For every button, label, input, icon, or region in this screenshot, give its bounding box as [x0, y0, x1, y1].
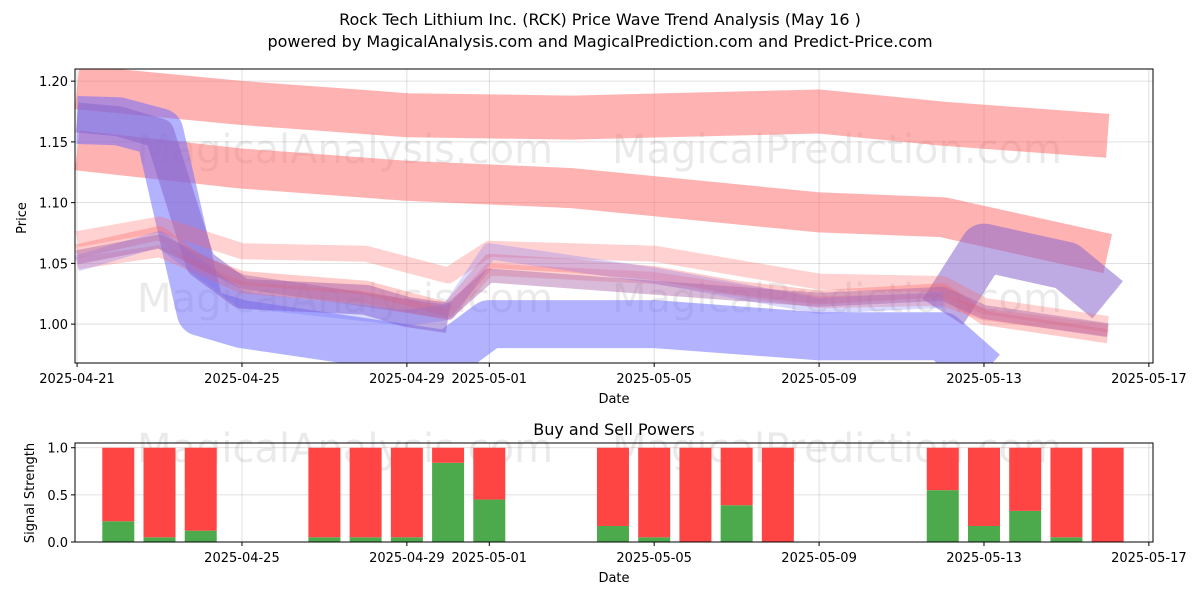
- sell-bar-2025-05-01: [473, 447, 506, 500]
- sell-bar-2025-05-13: [967, 447, 1000, 526]
- price-x-tick-label-4: 2025-05-05: [616, 372, 692, 387]
- buy-bar-2025-05-12: [926, 490, 959, 542]
- buy-bar-2025-04-24: [184, 530, 217, 542]
- price-x-axis-label: Date: [598, 392, 629, 407]
- price-wave-series-8: [75, 216, 1109, 333]
- buy-bar-2025-05-15: [1050, 537, 1083, 542]
- price-x-tick-label-2: 2025-04-29: [369, 372, 445, 387]
- price-y-axis-label: Price: [15, 202, 30, 234]
- buy-bar-2025-04-28: [349, 537, 382, 542]
- sell-bar-2025-05-08: [761, 447, 794, 542]
- sell-bar-2025-05-15: [1050, 447, 1083, 538]
- signal-x-tick-label-6: 2025-05-17: [1111, 551, 1187, 566]
- price-x-tick-label-1: 2025-04-25: [204, 372, 280, 387]
- price-wave-series-10: [75, 234, 1109, 338]
- price-wave-series-9: [75, 231, 944, 326]
- sell-bar-2025-04-22: [102, 447, 135, 522]
- price-y-tick-label-2: 1.10: [39, 197, 68, 212]
- sell-bar-2025-04-30: [432, 447, 465, 463]
- sell-bar-2025-05-07: [720, 447, 753, 506]
- buy-bar-2025-04-29: [390, 537, 423, 542]
- signal-x-tick-label-1: 2025-04-29: [369, 551, 445, 566]
- buy-bar-2025-04-30: [432, 462, 465, 542]
- sell-bar-2025-04-29: [390, 447, 423, 538]
- signal-x-tick-label-3: 2025-05-05: [616, 551, 692, 566]
- price-wave-series-4: [75, 102, 451, 333]
- buy-bar-2025-04-22: [102, 521, 135, 542]
- price-plot-frame: [74, 68, 1154, 364]
- signal-x-tick-label-4: 2025-05-09: [781, 551, 857, 566]
- signal-x-tick-label-0: 2025-04-25: [204, 551, 280, 566]
- signal-y-ticks: 0.0 0.5 1.0: [47, 442, 75, 551]
- figure-subtitle: powered by MagicalAnalysis.com and Magic…: [267, 32, 932, 51]
- price-series-clipped: [75, 69, 1123, 363]
- price-x-tick-label-3: 2025-05-01: [452, 372, 528, 387]
- signal-x-ticks: 2025-04-25 2025-04-29 2025-05-01 2025-05-05…: [204, 542, 1187, 566]
- buy-bar-2025-05-14: [1009, 510, 1042, 542]
- figure-title: Rock Tech Lithium Inc. (RCK) Price Wave …: [339, 10, 861, 29]
- price-x-tick-label-0: 2025-04-21: [39, 372, 115, 387]
- price-wave-series-6: [75, 226, 1109, 344]
- price-y-ticks: 1.00 1.05 1.10 1.15 1.20: [39, 75, 75, 333]
- price-y-tick-label-0: 1.00: [39, 318, 68, 333]
- sell-bar-2025-04-24: [184, 447, 217, 531]
- sell-bar-2025-04-27: [308, 447, 341, 538]
- sell-bar-2025-05-12: [926, 447, 959, 491]
- signal-x-axis-label: Date: [598, 571, 629, 586]
- price-series: [75, 69, 1123, 363]
- sell-bar-2025-04-23: [143, 447, 176, 538]
- price-plot: MagicalAnalysis.com MagicalPrediction.co…: [15, 68, 1187, 407]
- sell-bar-2025-05-04: [596, 447, 629, 526]
- signal-plot: Buy and Sell Powers MagicalAnalysis.com …: [23, 420, 1187, 586]
- signal-y-axis-label: Signal Strength: [23, 443, 38, 543]
- sell-bar-2025-05-05: [638, 447, 671, 538]
- price-wave-series-1: [75, 69, 1110, 158]
- sell-bar-2025-05-14: [1009, 447, 1042, 511]
- buy-bar-2025-04-27: [308, 537, 341, 542]
- buy-bar-2025-05-04: [596, 525, 629, 542]
- buy-bar-2025-05-01: [473, 499, 506, 542]
- sell-bar-2025-05-06: [679, 447, 712, 542]
- price-y-tick-label-1: 1.05: [39, 257, 68, 272]
- signal-y-tick-label-0: 0.0: [47, 536, 68, 551]
- signal-x-tick-label-2: 2025-05-01: [452, 551, 528, 566]
- signal-plot-title: Buy and Sell Powers: [533, 420, 695, 439]
- price-y-tick-label-4: 1.20: [39, 75, 68, 90]
- buy-bar-2025-05-07: [720, 505, 753, 542]
- buy-bar-2025-05-13: [967, 525, 1000, 542]
- price-wave-series-2: [75, 130, 1113, 274]
- price-x-tick-label-7: 2025-05-17: [1111, 372, 1187, 387]
- signal-plot-frame: [74, 442, 1154, 543]
- price-x-tick-label-6: 2025-05-13: [946, 372, 1022, 387]
- price-x-tick-label-5: 2025-05-09: [781, 372, 857, 387]
- price-wave-series-7: [76, 245, 1109, 337]
- price-x-ticks: 2025-04-21 2025-04-25 2025-04-29 2025-05-01…: [39, 363, 1187, 387]
- sell-bar-2025-05-16: [1091, 447, 1124, 542]
- price-y-tick-label-3: 1.15: [39, 136, 68, 151]
- price-wave-series-5: [922, 223, 1123, 325]
- signal-x-tick-label-5: 2025-05-13: [946, 551, 1022, 566]
- buy-bar-2025-04-23: [143, 537, 176, 542]
- signal-y-tick-label-1: 0.5: [47, 489, 68, 504]
- buy-bar-2025-05-05: [638, 537, 671, 542]
- sell-bar-2025-04-28: [349, 447, 382, 538]
- signal-y-tick-label-2: 1.0: [47, 442, 68, 457]
- signal-bars: [102, 447, 1124, 542]
